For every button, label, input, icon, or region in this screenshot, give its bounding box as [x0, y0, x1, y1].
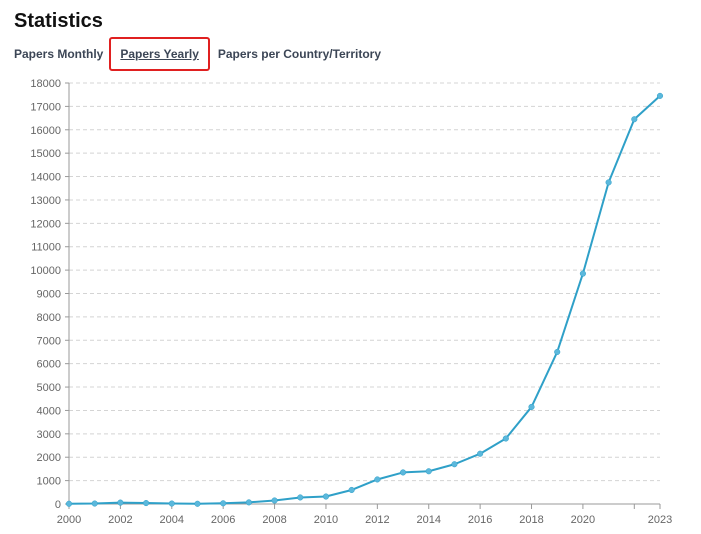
y-tick-label: 15000: [30, 148, 61, 160]
data-point: [554, 348, 561, 356]
data-point: [374, 476, 381, 483]
y-tick-label: 3000: [37, 429, 61, 441]
y-tick-label: 14000: [30, 172, 61, 184]
page-title: Statistics: [14, 10, 103, 32]
y-axis-labels: 0 1000 2000 3000 4000 5000 6000 7000 8000 9000 100…: [30, 78, 61, 511]
chart-series: [65, 92, 664, 507]
y-tick-label: 12000: [30, 218, 61, 230]
chart-axes: [65, 82, 661, 509]
data-point: [91, 500, 98, 507]
data-point: [425, 468, 432, 475]
tab-papers-yearly[interactable]: Papers Yearly: [109, 37, 210, 71]
y-tick-label: 1000: [37, 476, 61, 488]
y-tick-label: 9000: [37, 289, 61, 301]
data-point: [117, 499, 124, 506]
chart-grid: [69, 82, 660, 482]
data-point: [399, 469, 407, 476]
y-tick-label: 16000: [30, 125, 61, 137]
y-tick-label: 18000: [30, 78, 61, 90]
y-tick-label: 13000: [30, 195, 61, 207]
y-tick-label: 5000: [37, 382, 61, 394]
data-point: [451, 461, 458, 468]
y-tick-label: 2000: [37, 452, 61, 464]
x-tick-label: 2012: [365, 514, 389, 526]
data-point: [143, 500, 150, 507]
data-point: [631, 116, 638, 123]
y-tick-label: 4000: [37, 405, 61, 417]
x-tick-label: 2000: [57, 514, 81, 526]
data-point: [605, 179, 612, 186]
data-point: [245, 499, 252, 506]
data-point: [194, 500, 201, 507]
x-tick-label: 2023: [648, 514, 672, 526]
data-point: [348, 486, 355, 494]
x-tick-label: 2010: [314, 514, 338, 526]
data-point: [528, 403, 535, 410]
data-point: [220, 500, 227, 507]
data-point: [477, 450, 484, 457]
y-tick-label: 10000: [30, 265, 61, 277]
data-point: [65, 500, 73, 507]
x-tick-label: 2014: [416, 514, 440, 526]
data-point: [168, 500, 175, 507]
tab-papers-per-country[interactable]: Papers per Country/Territory: [217, 47, 382, 61]
y-tick-label: 0: [55, 499, 61, 511]
data-point: [579, 270, 586, 277]
data-point: [271, 497, 278, 504]
x-tick-label: 2002: [108, 514, 132, 526]
x-tick-label: 2016: [468, 514, 492, 526]
x-tick-label: 2020: [571, 514, 595, 526]
x-tick-label: 2008: [262, 514, 286, 526]
x-tick-label: 2018: [519, 514, 543, 526]
y-tick-label: 7000: [37, 335, 61, 347]
data-point: [297, 494, 304, 501]
data-point: [656, 92, 664, 99]
series-line: [68, 95, 661, 505]
y-tick-label: 11000: [31, 242, 61, 254]
y-tick-label: 8000: [37, 312, 61, 324]
y-tick-label: 17000: [30, 101, 61, 113]
data-point: [322, 493, 330, 500]
x-tick-label: 2006: [211, 514, 235, 526]
x-axis-labels: 2000 2002 2004 2006 2008 2010 2012 2014 2016 2018…: [57, 514, 672, 526]
x-tick-label: 2004: [160, 514, 184, 526]
tab-papers-monthly[interactable]: Papers Monthly: [14, 47, 104, 61]
y-tick-label: 6000: [37, 359, 61, 371]
data-point: [502, 435, 509, 442]
stats-tabs: Papers Monthly Papers Yearly Papers per …: [14, 37, 382, 71]
